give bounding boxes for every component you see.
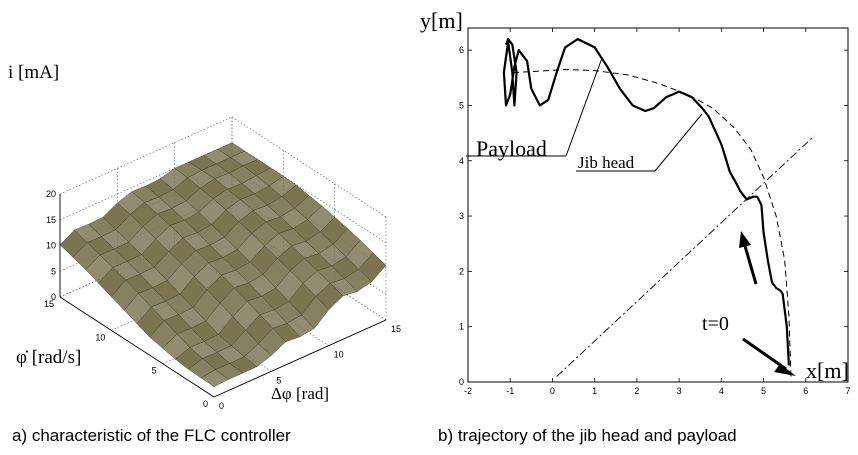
- x-tick-label: 0: [550, 386, 555, 396]
- surface-xlabel: Δφ [rad]: [271, 384, 329, 403]
- y-tick-label: 0: [203, 399, 208, 409]
- z-tick-label: 10: [46, 241, 56, 251]
- t0-arrow: [742, 337, 796, 376]
- trajectory-caption: b) trajectory of the jib head and payloa…: [438, 426, 737, 445]
- x-tick-label: 4: [719, 386, 724, 396]
- z-tick-label: 20: [46, 189, 56, 199]
- x-tick-label: 15: [391, 324, 401, 334]
- y-tick-label: 0: [459, 377, 464, 387]
- x-tick-label: 5: [276, 375, 281, 385]
- trajectory-ticks: -2 -1 0 1 2 3 4 5 6 7 0 1 2 3 4 5 6: [459, 28, 851, 396]
- y-axis: [59, 296, 215, 398]
- x-tick-label: 6: [803, 386, 808, 396]
- y-tick-label: 3: [459, 211, 464, 221]
- y-tick-label: 10: [95, 332, 105, 342]
- y-tick-label: 5: [152, 366, 157, 376]
- annotation-payload: Payload: [476, 136, 547, 161]
- surface-axes: [59, 194, 387, 398]
- reference-line: [556, 135, 815, 377]
- y-tick-label: 6: [459, 45, 464, 55]
- payload-trajectory-line: [502, 38, 790, 366]
- backwall-grid-h: [231, 142, 387, 244]
- z-tick-label: 15: [46, 215, 56, 225]
- jib-head-leader: [654, 113, 703, 172]
- z-tick-label: 0: [51, 292, 56, 302]
- backwall-grid-h: [231, 116, 387, 218]
- motion-arrow: [739, 231, 758, 285]
- x-tick-label: 10: [334, 350, 344, 360]
- x-tick-label: -2: [464, 386, 472, 396]
- annotation-t0: t=0: [702, 313, 729, 335]
- surface-mesh: [59, 142, 387, 387]
- y-tick-label: 1: [459, 322, 464, 332]
- y-tick-label: 2: [459, 266, 464, 276]
- x-tick-label: -1: [506, 386, 514, 396]
- trajectory-chart: -2 -1 0 1 2 3 4 5 6 7 0 1 2 3 4 5 6 y[m] x[m] Payload Ji…: [420, 8, 851, 445]
- surface-zlabel: i [mA]: [8, 62, 59, 83]
- x-tick-label: 5: [761, 386, 766, 396]
- trajectory-plot-frame: [467, 27, 849, 383]
- annotation-jib-head: Jib head: [578, 153, 635, 172]
- surface-caption: a) characteristic of the FLC controller: [12, 426, 291, 445]
- x-tick-label: 0: [219, 401, 224, 411]
- x-axis: [213, 319, 387, 398]
- jib-head-trajectory-line: [510, 69, 792, 377]
- surface-cell: [200, 369, 229, 387]
- x-tick-label: 3: [677, 386, 682, 396]
- trajectory-series: [502, 38, 815, 377]
- y-tick-label: 4: [459, 156, 464, 166]
- payload-leader: [565, 57, 603, 157]
- y-tick-label: 15: [44, 299, 54, 309]
- x-tick-label: 1: [592, 386, 597, 396]
- x-tick-label: 7: [845, 386, 850, 396]
- surface-ylabel: φ̇ [rad/s]: [16, 347, 81, 368]
- trajectory-ylabel: y[m]: [420, 8, 463, 33]
- trajectory-xlabel: x[m]: [806, 358, 849, 383]
- z-tick-label: 5: [51, 266, 56, 276]
- x-tick-label: 2: [634, 386, 639, 396]
- y-tick-label: 5: [459, 100, 464, 110]
